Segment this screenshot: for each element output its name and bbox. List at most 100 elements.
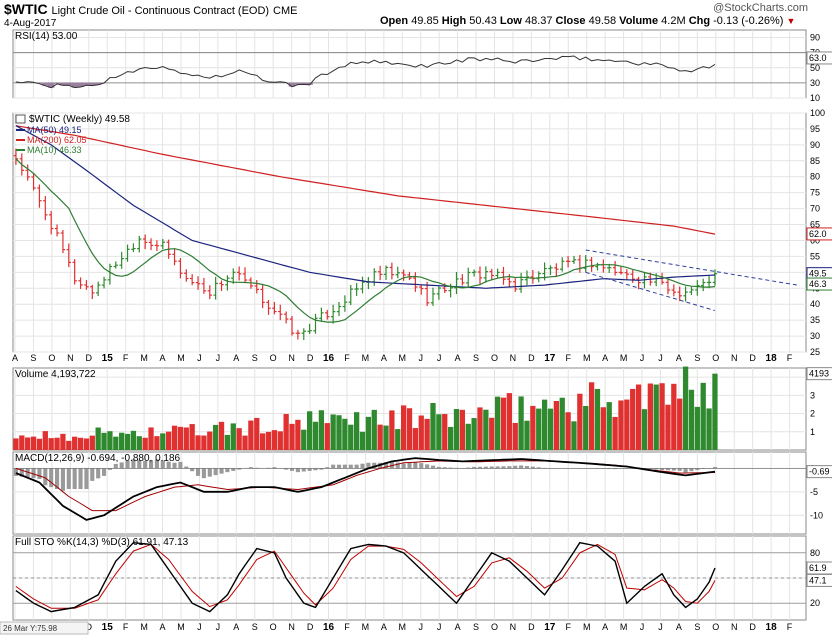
volume-bar (465, 423, 471, 450)
x-tick-label-price: O (270, 353, 277, 363)
y-tick-label-volume: 1 (810, 427, 815, 437)
price-bar (554, 263, 559, 277)
volume-bar (189, 424, 195, 450)
y-tick-label-price: 25 (810, 347, 820, 357)
volume-bar (524, 420, 530, 450)
price-bar (236, 266, 242, 281)
volume-bar (66, 440, 72, 450)
price-bar (319, 307, 324, 322)
price-bar (583, 255, 588, 273)
volume-bar (371, 409, 377, 450)
volume-bar (265, 431, 272, 450)
x-tick-label-price: F (787, 353, 793, 363)
price-bar (548, 265, 553, 275)
value-box-ma200 (806, 227, 832, 241)
volume-bar (395, 429, 401, 450)
price-bar (37, 184, 42, 208)
volume-bar (336, 415, 342, 450)
volume-legend: Volume 4,193,722 (15, 369, 96, 380)
ma-legend-label: MA(200) 62.05 (27, 135, 87, 145)
price-bar (565, 256, 571, 268)
volume-bar (606, 402, 612, 450)
ma50-line (15, 125, 716, 289)
x-tick-label-bottom: 16 (323, 622, 335, 633)
volume-bar (348, 424, 354, 450)
x-tick-label-bottom: M (362, 622, 370, 632)
y-tick-label-price: 95 (810, 124, 820, 134)
x-tick-label-price: M (140, 353, 148, 363)
volume-bar (25, 437, 31, 450)
value-label-ma10: 46.3 (809, 279, 827, 289)
price-bar (677, 286, 682, 302)
x-tick-label-bottom: J (216, 622, 221, 632)
volume-bar (659, 383, 665, 450)
volume-bar (559, 397, 565, 450)
volume-bar (260, 433, 266, 450)
volume-bar (330, 414, 336, 450)
y-tick-label-stochastic: 80 (810, 548, 820, 558)
volume-bar (136, 436, 142, 450)
volume-bar (424, 418, 430, 450)
x-tick-label-price: A (602, 353, 608, 363)
x-tick-label-bottom: D (749, 622, 756, 632)
volume-bar (353, 412, 360, 450)
value-box-ma10 (806, 277, 832, 291)
price-bar (389, 262, 395, 280)
volume-bar (72, 436, 78, 450)
price-bar (107, 263, 113, 285)
y-tick-label-rsi: 30 (810, 78, 820, 88)
volume-bar (694, 406, 700, 450)
volume-bar (671, 383, 677, 450)
x-tick-label-price: A (455, 353, 461, 363)
y-tick-label-price: 85 (810, 156, 820, 166)
volume-bar (635, 384, 642, 450)
volume-bar (171, 425, 178, 450)
stockcharts-logo[interactable]: @StockCharts.com (713, 2, 808, 14)
value-label-macd: -0.69 (809, 467, 830, 477)
y-tick-label-volume: 2 (810, 409, 815, 419)
price-bar (242, 267, 248, 284)
x-tick-label-bottom: D (528, 622, 535, 632)
price-bar (48, 211, 54, 235)
price-bar (419, 284, 424, 295)
x-tick-label-price: D (528, 353, 535, 363)
y-tick-label-price: 40 (810, 299, 820, 309)
x-tick-label-price: O (48, 353, 55, 363)
y-tick-label-price: 30 (810, 331, 820, 341)
price-bar (466, 267, 471, 288)
y-tick-label-price: 75 (810, 188, 820, 198)
price-bar (636, 276, 641, 290)
volume-bar (218, 421, 225, 450)
volume-bar (277, 431, 283, 450)
volume-bar (571, 421, 577, 450)
x-tick-label-price: J (658, 353, 663, 363)
volume-bar (48, 438, 54, 450)
x-tick-label-bottom: M (177, 622, 185, 632)
volume-bar (101, 432, 107, 450)
panel-frame-rsi (12, 29, 807, 99)
volume-bar (177, 426, 184, 450)
price-bar (642, 272, 647, 289)
x-tick-label-bottom: D (307, 622, 314, 632)
price-bar (460, 274, 465, 286)
price-bar (119, 251, 124, 269)
x-tick-label-price: F (123, 353, 129, 363)
y-tick-label-rsi: 10 (810, 93, 820, 103)
volume-bar (271, 430, 278, 450)
x-tick-label-price: A (381, 353, 387, 363)
high-label: High (441, 15, 467, 27)
x-tick-label-bottom: A (676, 622, 682, 632)
price-bar (307, 323, 312, 334)
x-tick-label-price: S (473, 353, 479, 363)
price-bar (178, 258, 183, 279)
volume-bar (483, 409, 489, 450)
price-bar (272, 301, 277, 315)
volume-bar (518, 396, 524, 450)
volume-bar (447, 426, 454, 450)
volume-bar (89, 435, 95, 450)
symbol-description: Light Crude Oil - Continuous Contract (E… (51, 5, 270, 17)
volume-bar (154, 436, 160, 450)
price-bar (536, 271, 541, 283)
x-tick-label-bottom: S (473, 622, 479, 632)
